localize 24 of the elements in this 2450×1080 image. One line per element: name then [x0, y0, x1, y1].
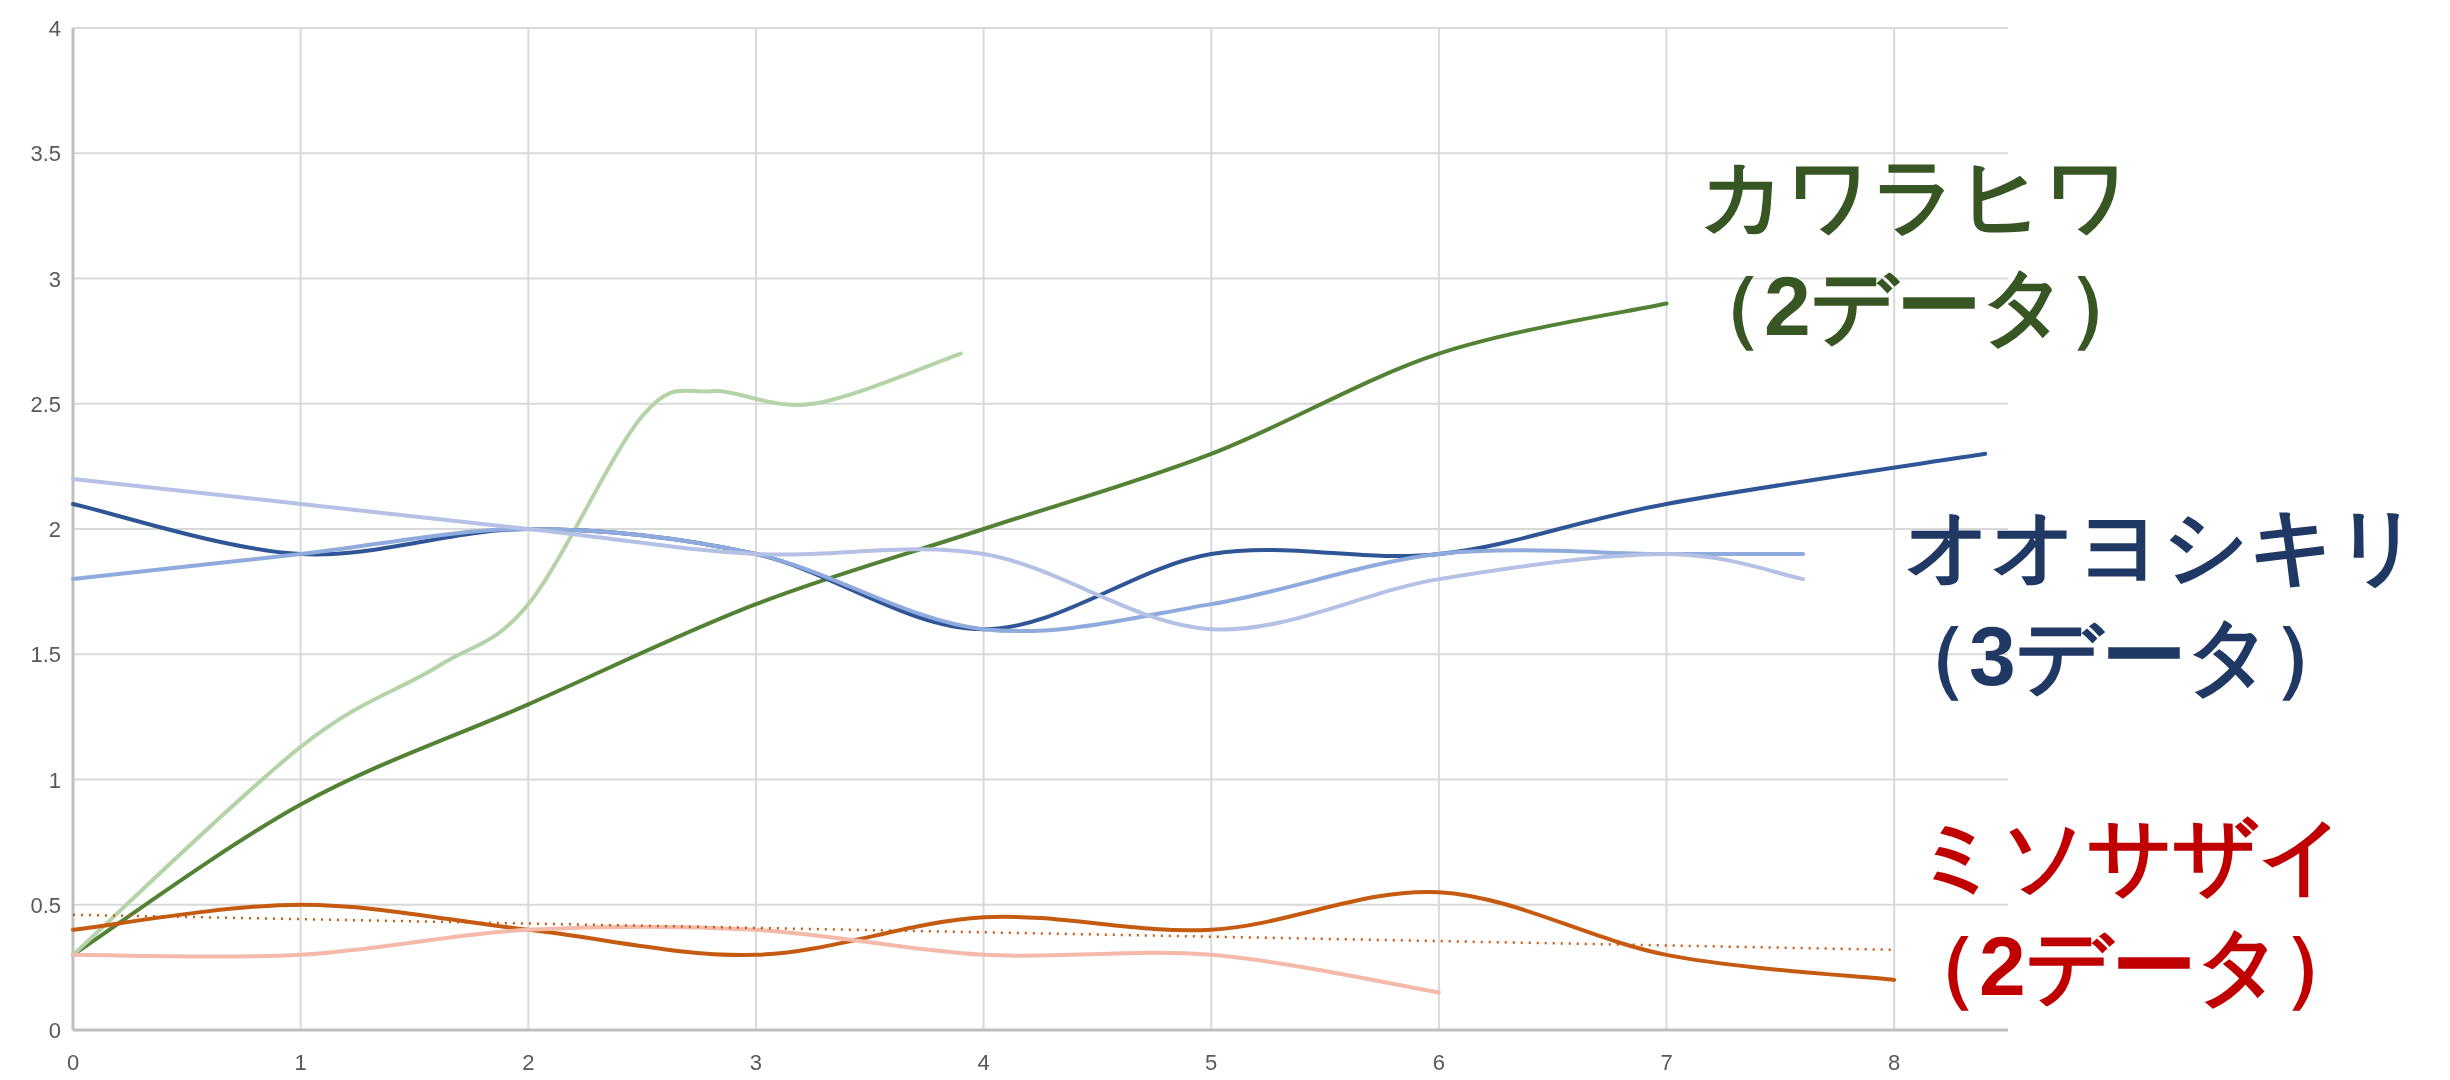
x-tick-label: 0: [66, 1050, 80, 1075]
annotation: オオヨシキリ（3データ）: [1885, 499, 2421, 703]
line-series: [71, 527, 1806, 633]
x-tick-label: 4: [977, 1050, 990, 1075]
annotation: ミソサザイ（2データ）: [1895, 809, 2366, 1013]
y-tick-label: 4: [48, 16, 61, 41]
y-tick-label: 3: [48, 266, 61, 292]
y-tick-label: 2.5: [30, 391, 61, 417]
x-tick-label: 8: [1888, 1050, 1901, 1075]
annotation: カワラヒワ（2データ）: [1680, 149, 2151, 353]
x-tick-label: 1: [294, 1050, 307, 1075]
y-tick-label: 0: [48, 1018, 61, 1043]
line-series: [71, 890, 1897, 982]
x-tick-label: 6: [1432, 1050, 1446, 1075]
line-series: [71, 476, 1806, 632]
x-tick-label: 5: [1205, 1050, 1218, 1075]
x-tick-label: 3: [749, 1050, 763, 1075]
y-tick-label: 3.5: [30, 141, 61, 167]
y-tick-label: 1.5: [30, 642, 61, 668]
x-tick-label: 7: [1660, 1050, 1673, 1075]
x-tick-label: 2: [522, 1050, 535, 1075]
y-tick-label: 2: [48, 517, 61, 542]
y-tick-label: 1: [48, 767, 61, 793]
y-tick-label: 0.5: [30, 892, 61, 918]
